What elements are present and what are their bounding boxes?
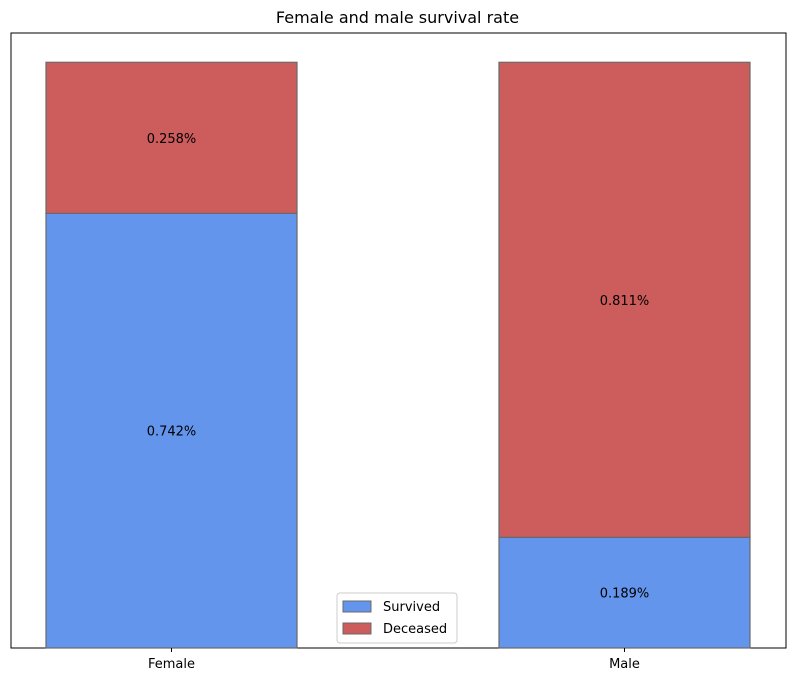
bars-layer bbox=[45, 61, 751, 649]
labels-layer: 0.742% 0.258% 0.189% 0.811% bbox=[147, 132, 650, 602]
legend-label-deceased: Deceased bbox=[383, 622, 447, 637]
x-axis-ticks: Female Male bbox=[148, 648, 640, 672]
legend-swatch-survived bbox=[342, 600, 372, 613]
data-label-survived-male: 0.189% bbox=[600, 587, 650, 602]
data-label-deceased-male: 0.811% bbox=[600, 294, 650, 309]
x-tick-label: Male bbox=[609, 657, 640, 672]
data-label-survived-female: 0.742% bbox=[147, 425, 197, 440]
legend-label-survived: Survived bbox=[383, 600, 440, 615]
x-tick-label: Female bbox=[148, 657, 195, 672]
legend: Survived Deceased bbox=[336, 592, 458, 644]
bar-deceased-female bbox=[45, 61, 298, 215]
chart-title: Female and male survival rate bbox=[276, 8, 519, 27]
legend-swatch-deceased bbox=[342, 622, 372, 635]
bar-deceased-male bbox=[498, 61, 751, 538]
plot-area-frame bbox=[10, 32, 787, 649]
data-label-deceased-female: 0.258% bbox=[147, 132, 197, 147]
